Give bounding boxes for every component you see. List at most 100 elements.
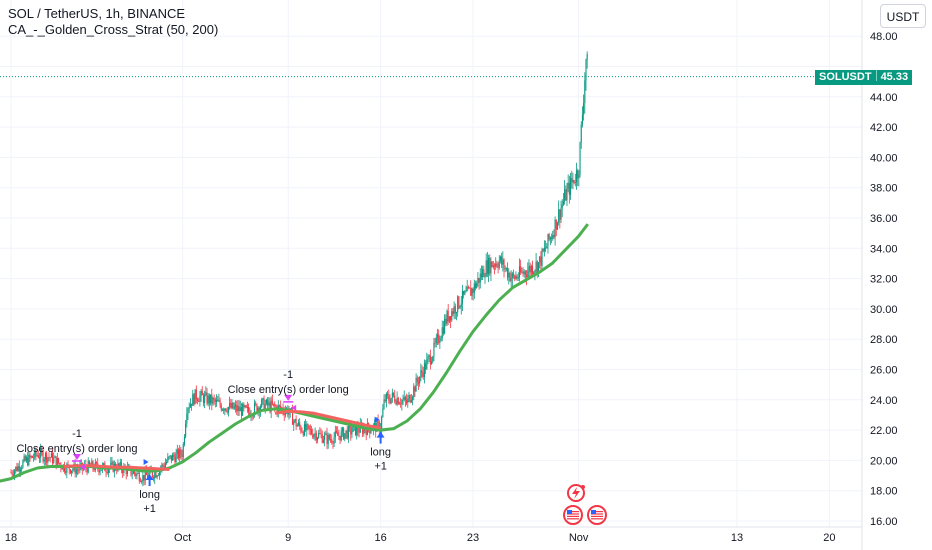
economic-event-icon[interactable] (563, 505, 583, 525)
candle-body (313, 434, 315, 438)
candle-body (153, 476, 155, 479)
candle-body (270, 400, 272, 412)
candle-body (383, 399, 385, 409)
event-icons[interactable] (563, 484, 607, 525)
candle-body (546, 246, 548, 249)
candle-body (476, 283, 478, 289)
candle-body (176, 449, 178, 454)
candle-body (147, 475, 149, 478)
candle-body (239, 407, 241, 412)
candle-body (256, 404, 258, 413)
candle-body (357, 426, 359, 432)
x-tick-label: 13 (731, 532, 743, 544)
earnings-event-icon[interactable] (567, 484, 585, 502)
candle-body (339, 435, 341, 441)
candle-body (182, 444, 184, 458)
candle-body (328, 434, 330, 440)
candle-body (305, 423, 307, 431)
candle-body (365, 430, 367, 435)
candle-body (333, 437, 335, 444)
y-tick-label: 40.00 (870, 152, 898, 164)
candle-body (337, 432, 339, 436)
candle-body (55, 456, 57, 467)
candle-body (185, 423, 187, 437)
candle-body (585, 59, 587, 81)
candle-body (269, 402, 271, 412)
candle-body (505, 268, 507, 269)
candle-body (417, 381, 420, 384)
candle-body (433, 342, 435, 357)
candle-body (88, 461, 90, 465)
candle-body (243, 404, 245, 408)
candle-body (552, 235, 554, 239)
candle-body (66, 464, 68, 473)
candle-body (584, 80, 586, 103)
candle-body (402, 399, 404, 401)
candle-body (448, 316, 450, 322)
candle-body (429, 355, 431, 365)
chart-header: SOL / TetherUS, 1h, BINANCE CA_-_Golden_… (8, 6, 218, 38)
candle-body (537, 262, 540, 273)
candle-body (74, 464, 76, 474)
candle-body (586, 54, 588, 60)
candle-body (293, 420, 295, 425)
candle-body (518, 266, 521, 278)
candle-body (369, 428, 371, 434)
candle-body (27, 457, 29, 465)
candle-body (151, 472, 153, 477)
candle-body (334, 431, 336, 438)
candle-body (461, 290, 463, 304)
candle-body (567, 182, 569, 189)
candle-body (75, 469, 77, 474)
candle-body (349, 425, 351, 427)
candle-body (524, 271, 526, 275)
candle-body (509, 272, 511, 282)
candle-body (550, 237, 553, 239)
signal-label: long (139, 489, 160, 501)
candle-body (511, 273, 513, 278)
candle-body (373, 422, 376, 425)
candle-body (265, 399, 267, 405)
symbol-title: SOL / TetherUS, 1h, BINANCE (8, 6, 186, 21)
study-legend[interactable]: CA_-_Golden_Cross_Strat (50, 200) (8, 22, 219, 37)
candle-body (29, 454, 31, 458)
candle-body (516, 276, 518, 279)
candle-body (76, 469, 79, 471)
candle-body (445, 318, 447, 324)
candle-body (435, 337, 437, 344)
candle-body (157, 474, 159, 476)
candle-body (442, 327, 444, 334)
candle-body (419, 376, 421, 384)
candle-body (253, 403, 256, 415)
signal-label: Close entry(s) order long (16, 443, 137, 455)
candle-body (565, 189, 567, 201)
candle-body (210, 394, 212, 404)
economic-event-icon[interactable] (587, 505, 607, 525)
y-tick-label: 42.00 (870, 122, 898, 134)
candle-body (80, 462, 82, 466)
candle-body (200, 390, 202, 396)
candle-body (215, 399, 218, 402)
candle-body (573, 180, 575, 183)
candle-body (566, 188, 568, 201)
long-signal-stem (379, 436, 382, 444)
candle-body (208, 395, 210, 404)
candle-body (220, 405, 222, 411)
candle-body (272, 403, 275, 405)
candle-body (340, 431, 342, 441)
candle-body (186, 413, 188, 424)
candle-body (53, 457, 55, 463)
candle-body (119, 462, 121, 467)
currency-button[interactable]: USDT (880, 4, 926, 28)
candle-body (534, 270, 536, 273)
candle-body (539, 256, 541, 263)
candle-body (460, 303, 462, 307)
candle-body (167, 457, 169, 462)
y-tick-label: 38.00 (870, 183, 898, 195)
candle-body (38, 457, 41, 459)
candle-body (335, 431, 338, 433)
candle-body (341, 428, 344, 432)
candle-body (521, 271, 523, 273)
candle-body (409, 395, 411, 403)
